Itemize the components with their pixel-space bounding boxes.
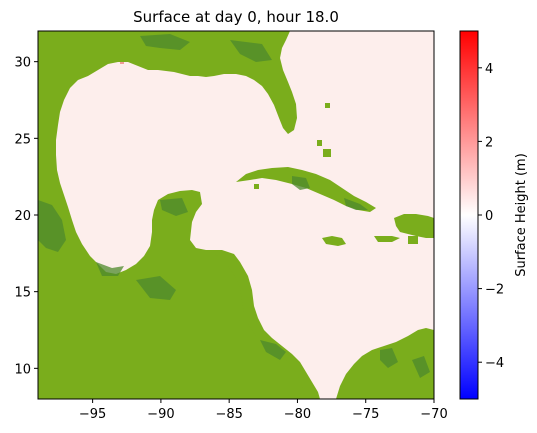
caribbean-strip [374,236,400,242]
colorbar-tick-label: 0 [485,209,493,224]
x-tick-label: −95 [79,407,106,422]
y-tick-label: 30 [14,56,31,71]
isla-juventud [254,184,259,189]
x-tick-label: −75 [352,407,379,422]
x-axis: −95 −90 −85 −80 −75 −70 [79,399,448,422]
colorbar-tick-label: −2 [485,283,504,298]
y-tick-label: 25 [14,132,31,147]
colorbar-tick-label: 2 [485,135,493,150]
colorbar-gradient [460,31,478,399]
key-island [323,149,331,157]
plot-title: Surface at day 0, hour 18.0 [133,8,339,26]
x-tick-label: −80 [284,407,311,422]
x-tick-label: −70 [420,407,447,422]
y-axis: 10 15 20 25 30 [14,56,38,377]
colorbar-tick-label: 4 [485,62,493,77]
terrain-relief [38,34,430,378]
hispaniola-island [394,214,434,238]
colorbar-ticks: −4 −2 0 2 4 [478,62,504,371]
colorbar-tick-label: −4 [485,356,504,371]
surface-anomaly [120,62,124,64]
cuba-island [236,167,376,212]
x-tick-label: −85 [215,407,242,422]
x-tick-label: −90 [147,407,174,422]
key-island [325,103,330,108]
y-tick-label: 20 [14,209,31,224]
colorbar-label: Surface Height (m) [514,153,529,277]
key-island [317,140,322,146]
y-tick-label: 10 [14,362,31,377]
y-tick-label: 15 [14,286,31,301]
colorbar: −4 −2 0 2 4 Surface Height (m) [459,30,529,400]
jamaica-island [322,236,346,246]
map-panel [38,31,434,399]
central-america-land [206,250,320,399]
haiti-peninsula [408,236,418,244]
north-america-land [38,31,308,399]
